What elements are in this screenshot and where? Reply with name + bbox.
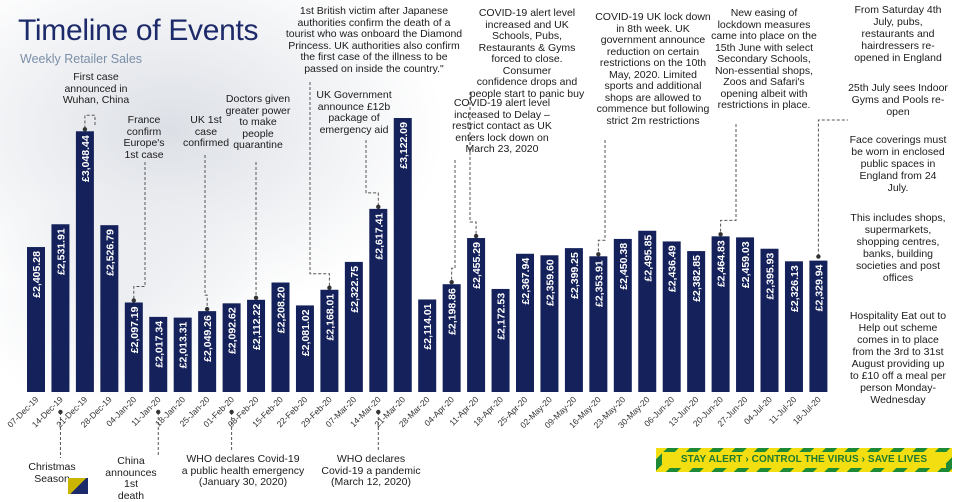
annotation-connector <box>134 162 145 301</box>
stay-alert-banner-text: STAY ALERT › CONTROL THE VIRUS › SAVE LI… <box>662 452 946 468</box>
annotation-first-case: First case announced in Wuhan, China <box>52 72 140 107</box>
bar-value-label: £2,531.91 <box>55 228 67 275</box>
annotation-france: France confirm Europe's 1st case <box>112 115 176 161</box>
annotation-china-death: China announces 1st death <box>100 456 162 502</box>
sidebar-note-includes-shops: This includes shops, supermarkets, shopp… <box>842 212 954 284</box>
annotation-dot <box>474 234 478 238</box>
annotation-doctors: Doctors given greater power to make peop… <box>222 94 294 152</box>
stay-alert-banner: STAY ALERT › CONTROL THE VIRUS › SAVE LI… <box>656 448 952 472</box>
sidebar-note-july-25th: 25th July sees Indoor Gyms and Pools re-… <box>842 82 954 118</box>
annotation-dot <box>596 252 600 256</box>
bar-value-label: £2,464.83 <box>716 240 728 287</box>
bar-value-label: £2,198.86 <box>447 288 459 335</box>
bar-value-label: £2,455.29 <box>471 242 483 289</box>
annotation-dot <box>83 127 87 131</box>
bar-value-label: £2,459.03 <box>740 241 752 288</box>
annotation-connector <box>85 115 95 129</box>
bar-value-label: £2,367.94 <box>520 258 532 305</box>
annotation-who-pandemic: WHO declares Covid-19 a pandemic (March … <box>316 454 426 489</box>
annotation-dot <box>205 307 209 311</box>
annotation-lockdown-8th-week: COVID-19 UK lock down in 8th week. UK go… <box>590 12 716 127</box>
annotation-connector <box>205 155 207 309</box>
bar-value-label: £2,112.22 <box>251 304 263 350</box>
bar-value-label: £2,329.94 <box>813 264 825 311</box>
bar-value-label: £2,114.01 <box>422 303 434 349</box>
bar-value-label: £2,013.31 <box>178 321 190 368</box>
annotation-uk-gov-12b: UK Government announce £12b package of e… <box>308 90 400 136</box>
bar-value-label: £2,495.85 <box>642 235 654 282</box>
bar-value-label: £2,399.25 <box>569 252 581 299</box>
bar-value-label: £2,382.85 <box>691 255 703 302</box>
annotation-connector <box>366 140 378 207</box>
bar-value-label: £2,097.19 <box>129 306 141 353</box>
sidebar-note-july-4th: From Saturday 4th July, pubs, restaurant… <box>842 4 954 64</box>
bar-value-label: £2,326.13 <box>789 265 801 312</box>
bar-value-label: £2,450.38 <box>618 243 630 290</box>
annotation-connector <box>452 160 455 282</box>
bar-value-label: £3,048.44 <box>80 135 92 182</box>
annotation-dot <box>816 254 820 258</box>
bar-value-label: £2,526.79 <box>104 229 116 276</box>
annotation-connector <box>598 140 605 254</box>
bar-value-label: £2,405.28 <box>31 251 43 298</box>
annotation-dot <box>718 232 722 236</box>
annotation-new-easing: New easing of lockdown measures came int… <box>702 8 826 112</box>
sidebar-note-eat-out: Hospitality Eat out to Help out scheme c… <box>842 310 954 406</box>
annotation-alert-level-schools: COVID-19 alert level increased and UK Sc… <box>466 8 588 100</box>
bar-value-label: £2,081.02 <box>300 309 312 356</box>
bar-value-label: £2,322.75 <box>349 266 361 313</box>
bar-value-label: £2,049.26 <box>202 315 214 362</box>
annotation-who-emergency: WHO declares Covid-19 a public health em… <box>168 454 318 489</box>
bar-value-label: £2,359.60 <box>544 259 556 306</box>
annotation-dot <box>327 286 331 290</box>
bar-value-label: £2,395.93 <box>765 253 777 300</box>
annotation-british-victim: 1st British victim after Japanese author… <box>282 6 466 75</box>
annotation-dot <box>376 205 380 209</box>
annotation-alert-delay: COVID-19 alert level increased to Delay … <box>446 98 558 156</box>
bar-value-label: £2,353.91 <box>593 260 605 307</box>
annotation-dot <box>132 298 136 302</box>
logo-icon <box>68 478 88 494</box>
bar-value-label: £2,436.49 <box>667 245 679 292</box>
bar-value-label: £2,617.41 <box>373 213 385 260</box>
bar-value-label: £2,168.01 <box>324 294 336 341</box>
bar-value-label: £2,208.20 <box>276 286 288 333</box>
sidebar-note-face-coverings: Face coverings must be worn in enclosed … <box>842 134 954 194</box>
annotation-dot <box>254 296 258 300</box>
annotation-connector <box>721 124 736 234</box>
bar-value-label: £2,092.62 <box>227 307 239 354</box>
bar-value-label: £2,172.53 <box>496 293 508 340</box>
annotation-dot <box>449 280 453 284</box>
bar-value-label: £2,017.34 <box>153 321 165 368</box>
